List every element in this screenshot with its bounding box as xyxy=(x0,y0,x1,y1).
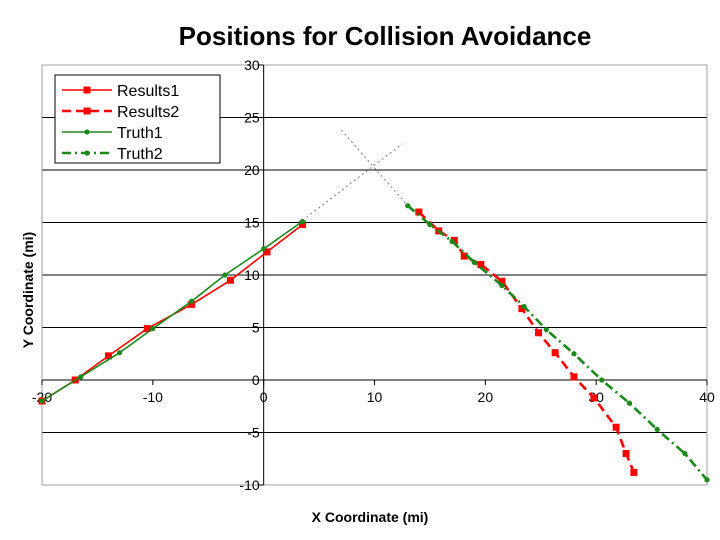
y-tick-label: 30 xyxy=(244,57,260,73)
legend-marker xyxy=(83,107,91,115)
guide-line-4 xyxy=(302,143,403,221)
data-point xyxy=(626,400,633,406)
data-point xyxy=(39,398,45,404)
y-tick-label: 25 xyxy=(244,110,260,126)
data-point xyxy=(460,252,468,260)
data-point xyxy=(188,300,196,308)
legend-label: Results2 xyxy=(117,104,179,121)
y-tick-label: 15 xyxy=(244,215,260,231)
data-point xyxy=(622,450,630,457)
data-point xyxy=(298,221,306,229)
data-point xyxy=(590,394,598,402)
data-point xyxy=(150,325,156,332)
data-point xyxy=(599,377,605,383)
y-tick-label: -10 xyxy=(239,477,259,493)
data-point xyxy=(521,303,527,310)
chart-title: Positions for Collision Avoidance xyxy=(179,21,592,51)
series-group xyxy=(38,129,710,483)
y-tick-label: 10 xyxy=(244,267,260,283)
legend-label: Results1 xyxy=(117,83,179,100)
legend-marker xyxy=(84,129,90,135)
guide-line-5 xyxy=(340,129,409,207)
data-point xyxy=(427,222,433,228)
x-tick-label: 40 xyxy=(699,389,715,405)
data-point xyxy=(105,352,112,360)
data-point xyxy=(630,468,638,476)
guide-line xyxy=(302,143,403,221)
x-tick-label: 10 xyxy=(367,389,383,405)
legend-marker xyxy=(84,150,90,156)
data-point xyxy=(571,351,577,357)
data-point xyxy=(499,282,505,289)
data-point xyxy=(189,298,195,304)
data-point xyxy=(222,272,228,278)
y-tick-label: 0 xyxy=(252,372,260,388)
guide-line xyxy=(340,129,409,207)
x-tick-label: 20 xyxy=(478,389,494,405)
x-axis-label: X Coordinate (mi) xyxy=(312,509,429,525)
data-point xyxy=(477,261,485,268)
data-point xyxy=(682,450,688,457)
legend-marker xyxy=(83,86,91,94)
data-point xyxy=(226,276,234,284)
data-point xyxy=(299,218,306,225)
x-tick-label: -10 xyxy=(143,389,163,405)
data-point xyxy=(612,423,620,431)
data-point xyxy=(261,246,267,252)
legend: Results1 Results2 Truth1 Truth2 xyxy=(54,74,221,164)
series-truth2 xyxy=(405,203,710,483)
data-point xyxy=(78,374,84,380)
y-tick-label: -5 xyxy=(247,425,260,441)
data-point xyxy=(704,477,710,483)
data-point xyxy=(570,373,578,381)
x-tick-label: -20 xyxy=(32,389,52,405)
legend-label: Truth1 xyxy=(117,125,163,142)
y-tick-label: 5 xyxy=(252,320,260,336)
y-tick-label: 20 xyxy=(244,162,260,178)
data-point xyxy=(498,277,506,285)
legend-label: Truth2 xyxy=(117,146,163,163)
data-point xyxy=(263,248,271,256)
data-point xyxy=(518,305,526,313)
data-point xyxy=(551,349,559,357)
data-point xyxy=(415,208,423,216)
data-point xyxy=(654,426,660,432)
x-tick-label: 0 xyxy=(260,389,268,405)
data-point xyxy=(471,259,477,265)
series-truth1 xyxy=(39,218,306,404)
plot-area xyxy=(41,64,708,486)
data-point xyxy=(116,350,123,356)
data-point xyxy=(543,327,549,333)
data-point xyxy=(143,325,151,333)
data-point xyxy=(449,238,455,244)
data-point xyxy=(535,329,543,337)
series-line xyxy=(41,220,303,402)
y-axis-label: Y Coordinate (mi) xyxy=(20,232,36,348)
